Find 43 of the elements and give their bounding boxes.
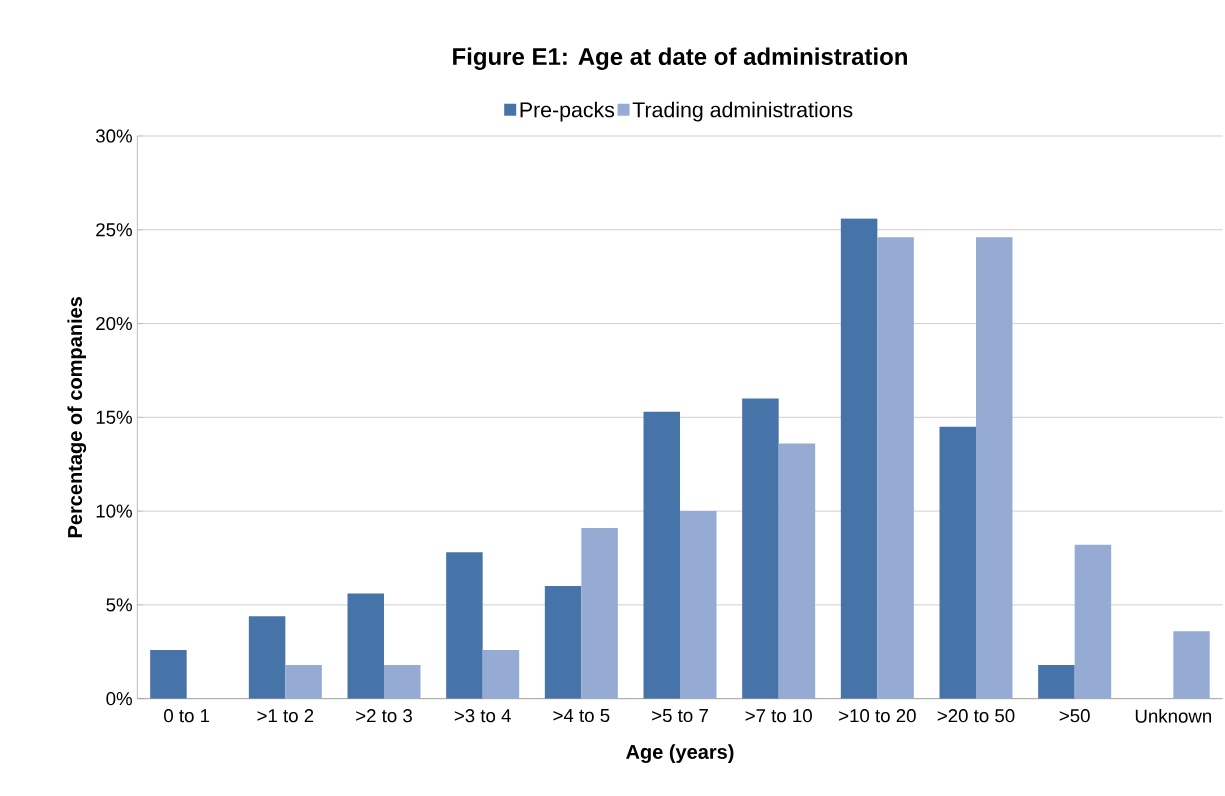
bar [248,616,286,699]
y-tick-label: 25% [96,223,132,237]
bar [939,426,976,699]
bar [446,552,483,699]
x-tick-label: >3 to 4 [454,709,511,723]
x-tick-label: >4 to 5 [553,709,610,723]
y-tick-label: 20% [96,316,132,331]
y-tick-label: 10% [96,504,132,518]
bar [1173,631,1210,699]
bar [778,443,816,699]
bar [544,586,582,699]
x-tick-label: >7 to 10 [745,709,812,723]
x-tick-label: Unknown [1135,709,1212,723]
bar [150,649,187,699]
bar [742,398,779,699]
x-tick-label: >2 to 3 [356,709,412,723]
bar [976,237,1013,699]
bar [680,511,717,699]
bar [877,237,914,699]
y-tick-label: 5% [106,598,132,612]
y-tick-label: 30% [95,129,132,143]
x-tick-label: >50 [1059,709,1090,723]
chart-title: Figure E1: Age at date of administration [453,47,907,70]
bar [347,593,385,699]
bar [1038,664,1075,699]
bar [643,411,681,699]
x-tick-label: >5 to 7 [652,709,708,723]
x-tick-label: >1 to 2 [257,709,314,723]
x-axis-title: Age (years) [626,744,734,764]
y-tick-label: 0% [106,692,132,706]
legend-label: Pre-packs [520,101,615,122]
bar [482,649,520,699]
bar [581,527,618,699]
x-tick-label: >10 to 20 [839,709,916,723]
bar [840,218,878,699]
x-tick-label: 0 to 1 [164,709,210,723]
legend-label: Trading administrations [632,101,853,122]
bar [285,664,322,699]
bar [384,664,421,699]
x-tick-label: >20 to 50 [937,709,1015,723]
bar [1074,544,1112,699]
y-axis-title: Percentage of companies [67,297,87,538]
y-tick-label: 15% [96,410,132,424]
